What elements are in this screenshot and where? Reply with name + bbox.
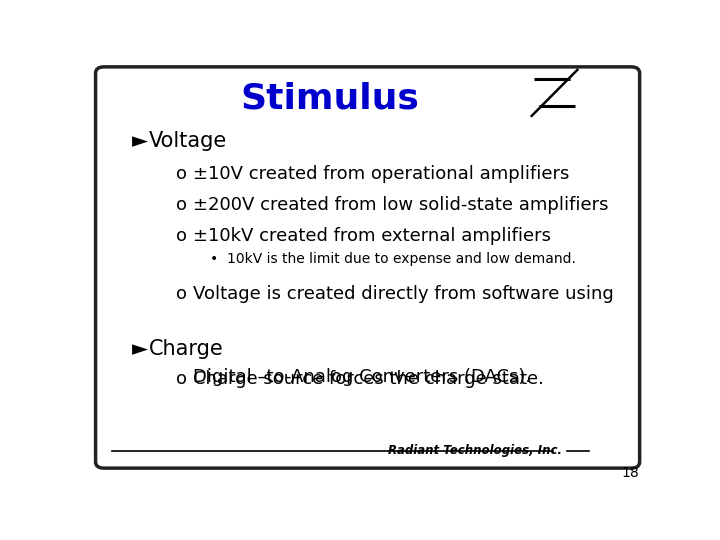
Text: ±200V created from low solid-state amplifiers: ±200V created from low solid-state ampli… <box>193 196 608 214</box>
FancyBboxPatch shape <box>96 67 639 468</box>
Text: Digital –to-Analog Converters (DACs).: Digital –to-Analog Converters (DACs). <box>193 368 531 386</box>
Text: ►: ► <box>132 131 148 151</box>
Text: Radiant Technologies, Inc.: Radiant Technologies, Inc. <box>387 444 562 457</box>
Text: 10kV is the limit due to expense and low demand.: 10kV is the limit due to expense and low… <box>227 252 575 266</box>
Text: o: o <box>176 285 187 303</box>
Text: ±10V created from operational amplifiers: ±10V created from operational amplifiers <box>193 165 570 183</box>
Text: o: o <box>176 227 187 245</box>
Text: ►: ► <box>132 339 148 359</box>
Text: ±10kV created from external amplifiers: ±10kV created from external amplifiers <box>193 227 552 245</box>
Text: Voltage is created directly from software using: Voltage is created directly from softwar… <box>193 285 614 303</box>
Text: o: o <box>176 165 187 183</box>
Text: Stimulus: Stimulus <box>240 81 419 115</box>
Text: Voltage: Voltage <box>148 131 227 151</box>
Text: o: o <box>176 370 187 388</box>
Text: 18: 18 <box>622 466 639 480</box>
Text: Charge: Charge <box>148 339 223 359</box>
Text: o: o <box>176 196 187 214</box>
Text: •: • <box>210 252 218 266</box>
Text: Charge source forces the charge state.: Charge source forces the charge state. <box>193 370 544 388</box>
